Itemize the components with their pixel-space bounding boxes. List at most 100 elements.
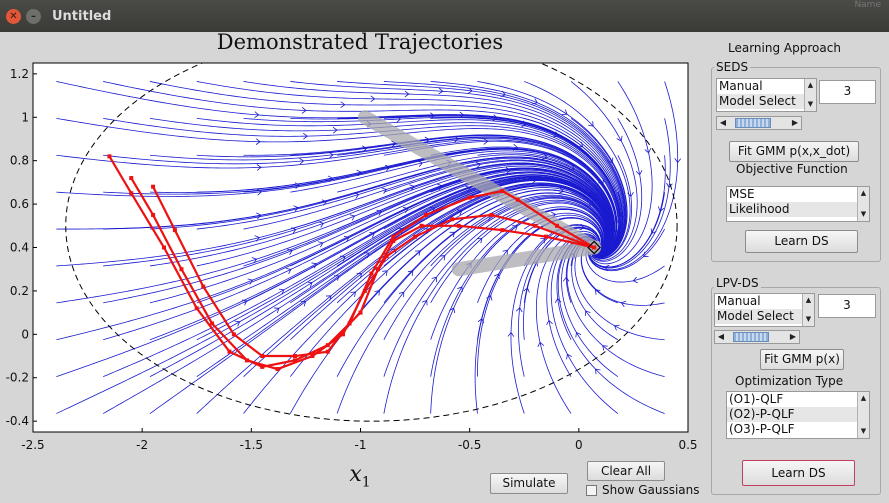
stream-arrow bbox=[627, 191, 634, 198]
stream-arrow bbox=[635, 170, 643, 176]
stream-arrow bbox=[328, 151, 334, 159]
trajectory-point bbox=[231, 332, 236, 337]
y-tick-label: 0 bbox=[21, 327, 29, 341]
lpv-ds-panel-title: LPV-DS bbox=[714, 276, 761, 290]
streamline bbox=[196, 176, 610, 341]
list-item[interactable]: Manual bbox=[719, 79, 763, 93]
scrollbar[interactable]: ▲ ▼ bbox=[857, 187, 869, 221]
stream-arrow bbox=[561, 109, 568, 115]
x-tick-label: -0.5 bbox=[458, 438, 481, 452]
trajectory-point bbox=[384, 254, 389, 259]
simulate-button[interactable]: Simulate bbox=[490, 473, 568, 494]
seds-k-input[interactable]: 3 bbox=[819, 80, 876, 104]
stream-arrow bbox=[273, 307, 280, 314]
list-item[interactable]: Manual bbox=[717, 294, 761, 308]
streamline bbox=[587, 81, 679, 271]
trajectory-point bbox=[347, 321, 352, 326]
close-icon[interactable]: ✕ bbox=[6, 9, 21, 24]
scroll-left-icon[interactable]: ◀ bbox=[717, 332, 725, 341]
scroll-up-icon[interactable]: ▲ bbox=[807, 81, 814, 89]
minimize-icon[interactable]: – bbox=[26, 9, 41, 24]
streamline bbox=[589, 81, 653, 265]
stream-arrow bbox=[577, 141, 584, 148]
stream-arrow bbox=[421, 299, 428, 306]
seds-h-scrollbar[interactable]: ◀ ▶ bbox=[716, 116, 802, 130]
stream-arrow bbox=[278, 288, 285, 295]
scroll-thumb[interactable] bbox=[735, 118, 771, 128]
stream-arrow bbox=[523, 287, 530, 293]
seds-fit-gmm-button[interactable]: Fit GMM p(x,x_dot) bbox=[729, 141, 859, 162]
list-item[interactable]: Model Select bbox=[717, 94, 816, 109]
stream-arrow bbox=[613, 324, 620, 331]
lpv-mode-list[interactable]: Manual Model Select ▲ ▼ bbox=[714, 293, 815, 327]
lpv-k-input[interactable]: 3 bbox=[818, 294, 876, 318]
stream-arrow bbox=[318, 221, 325, 228]
list-item[interactable]: (O1)-QLF bbox=[729, 392, 784, 406]
scrollbar[interactable]: ▲ ▼ bbox=[802, 294, 814, 326]
lpv-learn-ds-button[interactable]: Learn DS bbox=[742, 460, 855, 486]
trajectory-point bbox=[151, 184, 156, 189]
scroll-down-icon[interactable]: ▼ bbox=[860, 427, 867, 435]
streamline bbox=[570, 227, 600, 242]
streamline bbox=[588, 155, 666, 268]
stream-arrow bbox=[299, 157, 305, 165]
stream-arrow bbox=[350, 291, 356, 297]
stream-arrow bbox=[644, 148, 652, 154]
scroll-down-icon[interactable]: ▼ bbox=[807, 100, 814, 108]
clear-all-button[interactable]: Clear All bbox=[587, 461, 665, 481]
trajectory-point bbox=[500, 228, 505, 233]
trajectory-point bbox=[391, 238, 396, 243]
streamline bbox=[243, 81, 625, 258]
streamline bbox=[524, 189, 608, 251]
scroll-right-icon[interactable]: ▶ bbox=[789, 332, 797, 341]
scrollbar[interactable]: ▲ ▼ bbox=[857, 392, 869, 438]
optimization-type-list[interactable]: (O1)-QLF (O2)-P-QLF (O3)-P-QLF ▲ ▼ bbox=[726, 391, 870, 439]
stream-arrow bbox=[666, 182, 673, 188]
stream-arrow bbox=[438, 87, 444, 95]
stream-arrow bbox=[546, 319, 553, 325]
lpv-h-scrollbar[interactable]: ◀ ▶ bbox=[714, 330, 800, 344]
stream-arrow bbox=[562, 276, 570, 282]
trajectory-point bbox=[413, 234, 418, 239]
scroll-down-icon[interactable]: ▼ bbox=[805, 315, 812, 323]
list-item[interactable]: MSE bbox=[729, 187, 755, 201]
seds-learn-ds-button[interactable]: Learn DS bbox=[745, 230, 858, 253]
stream-arrow bbox=[285, 267, 292, 274]
overlay-segment bbox=[451, 240, 602, 277]
trajectory-point bbox=[391, 234, 396, 239]
stream-arrow bbox=[382, 270, 388, 276]
stream-arrow bbox=[505, 167, 512, 174]
stream-arrow bbox=[502, 249, 508, 256]
streamline bbox=[591, 118, 643, 262]
seds-panel-title: SEDS bbox=[714, 60, 751, 74]
scroll-thumb[interactable] bbox=[733, 332, 769, 342]
scroll-down-icon[interactable]: ▼ bbox=[860, 210, 867, 218]
scroll-left-icon[interactable]: ◀ bbox=[719, 118, 727, 127]
stream-arrow bbox=[349, 214, 356, 221]
scroll-up-icon[interactable]: ▲ bbox=[860, 394, 867, 402]
list-item[interactable]: Model Select bbox=[715, 309, 814, 324]
stream-arrow bbox=[369, 232, 375, 238]
stream-arrow bbox=[579, 223, 585, 231]
streamline bbox=[243, 148, 615, 256]
list-item[interactable]: Likelihood bbox=[727, 202, 869, 217]
streamline bbox=[383, 140, 617, 256]
stream-arrow bbox=[594, 289, 601, 295]
scrollbar[interactable]: ▲ ▼ bbox=[804, 79, 816, 111]
lpv-fit-gmm-button[interactable]: Fit GMM p(x) bbox=[760, 349, 844, 370]
streamline bbox=[383, 160, 613, 255]
show-gaussians-checkbox[interactable] bbox=[586, 485, 597, 496]
seds-mode-list[interactable]: Manual Model Select ▲ ▼ bbox=[716, 78, 817, 112]
list-item[interactable]: (O3)-P-QLF bbox=[729, 422, 795, 436]
list-item[interactable]: (O2)-P-QLF bbox=[727, 407, 869, 422]
objective-function-label: Objective Function bbox=[736, 162, 848, 176]
scroll-up-icon[interactable]: ▲ bbox=[805, 296, 812, 304]
scroll-right-icon[interactable]: ▶ bbox=[791, 118, 799, 127]
streamline bbox=[56, 139, 617, 232]
trajectory-point bbox=[325, 349, 330, 354]
objective-function-list[interactable]: MSE Likelihood ▲ ▼ bbox=[726, 186, 870, 222]
streamline bbox=[290, 81, 625, 258]
scroll-up-icon[interactable]: ▲ bbox=[860, 189, 867, 197]
trajectory-point bbox=[369, 271, 374, 276]
